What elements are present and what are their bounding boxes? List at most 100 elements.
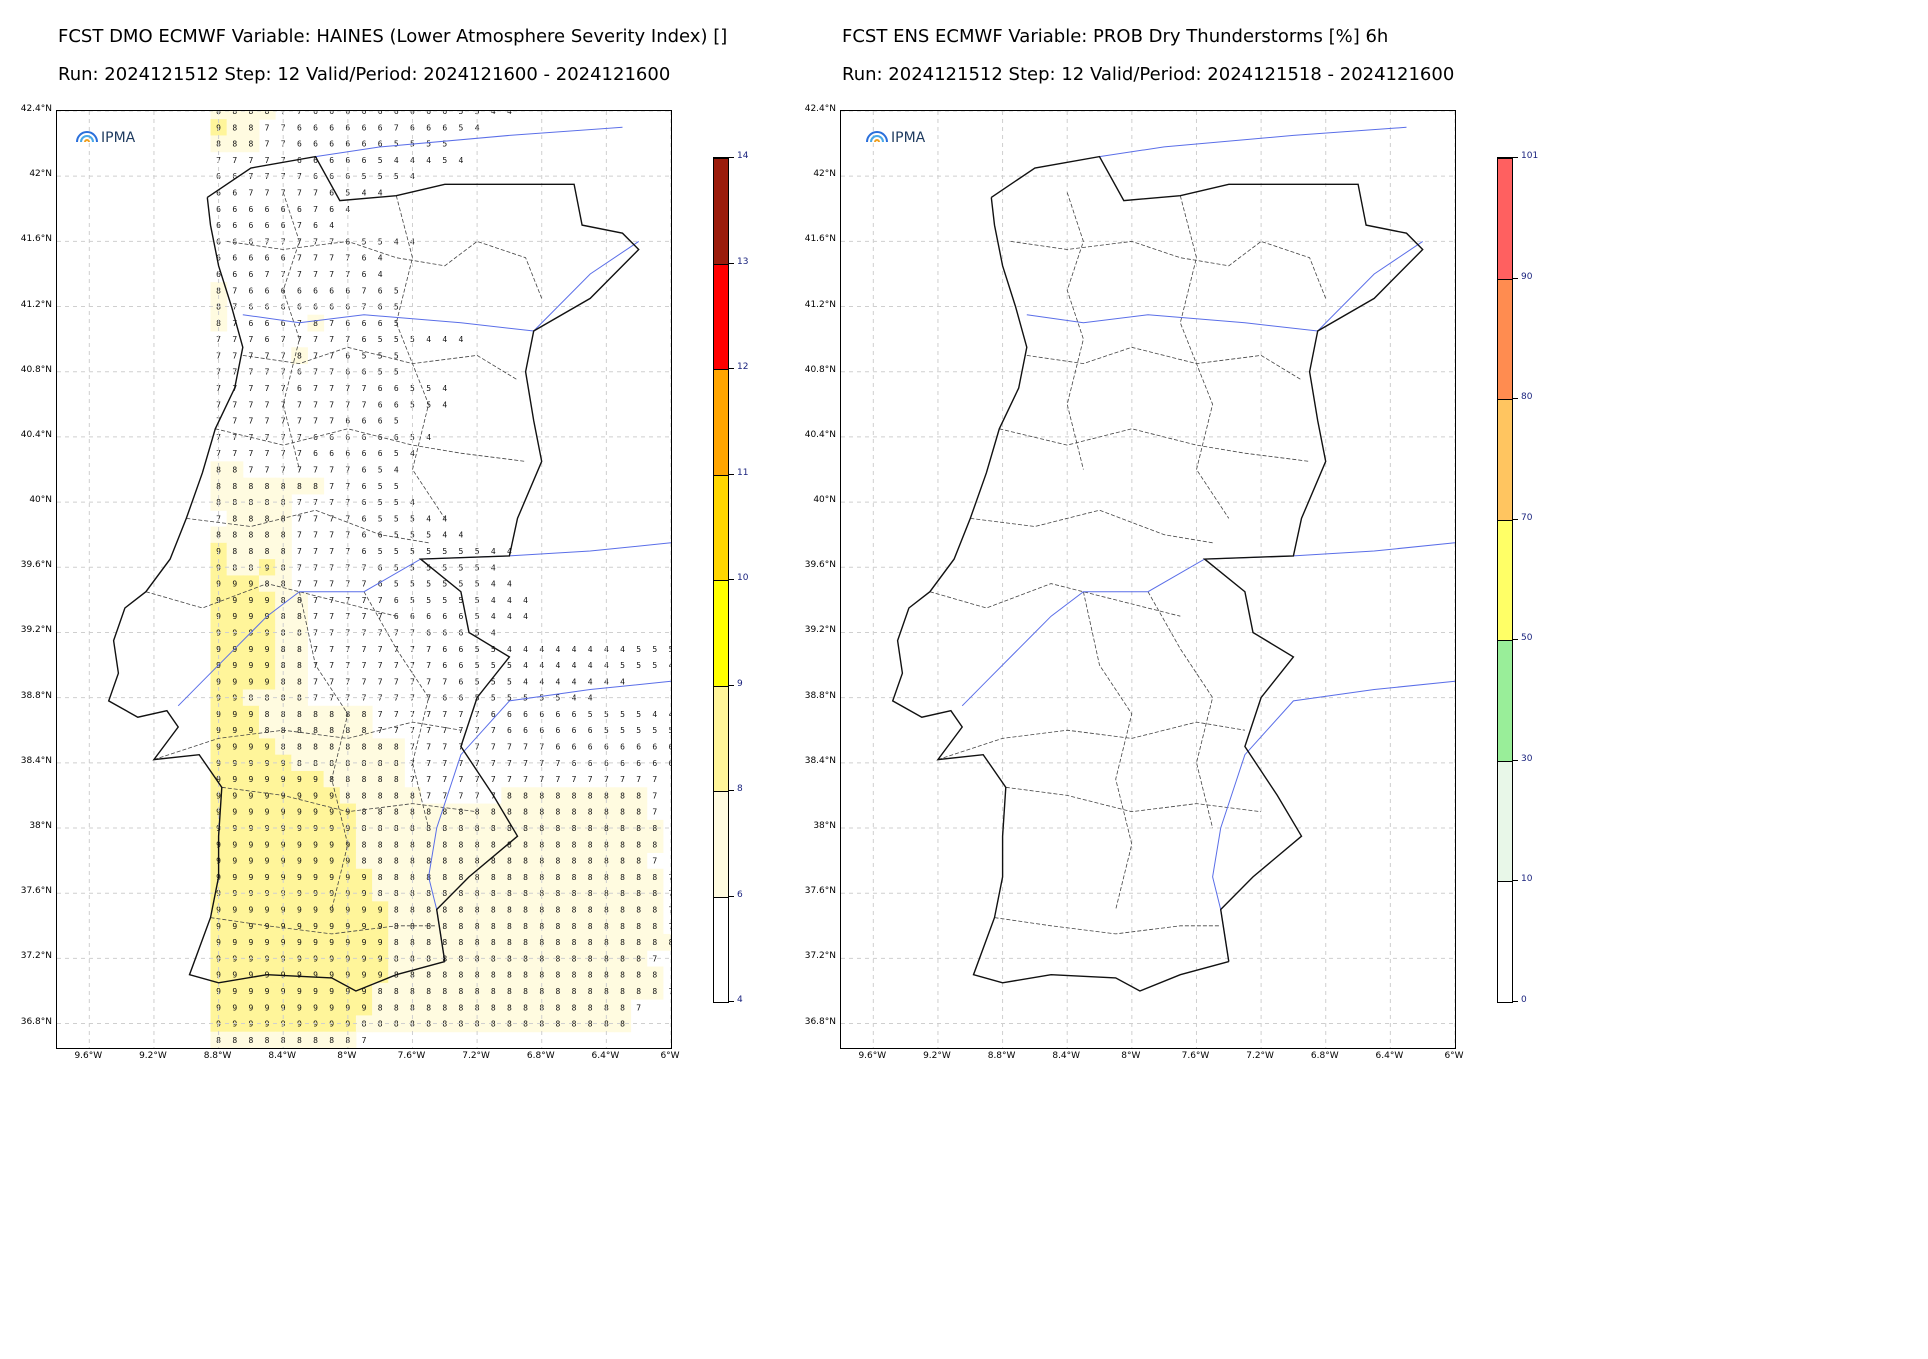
haines-cell bbox=[565, 787, 583, 805]
haines-value: 9 bbox=[362, 938, 367, 947]
haines-value: 7 bbox=[459, 791, 464, 800]
haines-cell bbox=[420, 803, 438, 821]
haines-value: 8 bbox=[459, 971, 464, 980]
river bbox=[1026, 240, 1423, 332]
haines-value: 7 bbox=[232, 319, 237, 328]
haines-cell bbox=[517, 836, 535, 853]
haines-value: 8 bbox=[232, 111, 237, 116]
haines-value: 6 bbox=[362, 466, 367, 475]
lon-tick-label: 8.8°W bbox=[203, 1051, 232, 1061]
haines-cell bbox=[436, 966, 454, 984]
haines-cell bbox=[420, 933, 438, 951]
haines-value: 7 bbox=[313, 612, 318, 621]
haines-value: 7 bbox=[248, 335, 253, 344]
haines-value: 7 bbox=[329, 254, 334, 263]
haines-value: 5 bbox=[507, 694, 512, 703]
haines-value: 5 bbox=[394, 172, 399, 181]
haines-cell bbox=[533, 885, 551, 902]
lat-tick-label: 40.4°N bbox=[20, 429, 52, 440]
haines-value: 5 bbox=[459, 111, 464, 116]
lon-tick-label: 8°W bbox=[337, 1051, 357, 1061]
haines-cell bbox=[210, 314, 228, 332]
haines-value: 8 bbox=[248, 111, 253, 116]
haines-cell bbox=[339, 770, 357, 788]
haines-value: 8 bbox=[572, 905, 577, 914]
haines-value: 9 bbox=[248, 743, 253, 752]
haines-cell bbox=[258, 510, 276, 528]
haines-cell bbox=[469, 917, 486, 935]
haines-value: 8 bbox=[620, 971, 625, 980]
lat-tick-label: 42°N bbox=[813, 169, 836, 180]
haines-value: 8 bbox=[523, 954, 528, 963]
haines-value: 7 bbox=[329, 677, 334, 686]
haines-value: 7 bbox=[539, 743, 544, 752]
haines-value: 8 bbox=[394, 905, 399, 914]
haines-value: 8 bbox=[523, 824, 528, 833]
haines-value: 7 bbox=[265, 156, 270, 165]
haines-cell bbox=[275, 836, 292, 853]
haines-value: 9 bbox=[378, 938, 383, 947]
haines-value: 8 bbox=[297, 1036, 302, 1045]
haines-value: 9 bbox=[345, 873, 350, 882]
haines-cell bbox=[565, 901, 583, 919]
haines-cell bbox=[517, 999, 535, 1016]
haines-cell bbox=[501, 1015, 518, 1033]
district-boundary bbox=[210, 917, 437, 935]
haines-value: 7 bbox=[507, 775, 512, 784]
haines-value: 9 bbox=[216, 808, 221, 817]
haines-value: 9 bbox=[232, 677, 237, 686]
haines-cell bbox=[598, 966, 615, 984]
haines-value: 8 bbox=[265, 111, 270, 116]
haines-value: 7 bbox=[232, 335, 237, 344]
district-boundary bbox=[1026, 346, 1302, 381]
haines-cell bbox=[565, 933, 583, 951]
haines-cell bbox=[242, 608, 260, 625]
haines-value: 5 bbox=[378, 514, 383, 523]
haines-value: 7 bbox=[426, 710, 431, 719]
haines-value: 8 bbox=[636, 954, 641, 963]
haines-cell bbox=[565, 803, 583, 821]
haines-value: 6 bbox=[394, 596, 399, 605]
lon-tick-label: 8.4°W bbox=[268, 1051, 297, 1061]
haines-value: 8 bbox=[491, 971, 496, 980]
haines-value: 7 bbox=[442, 743, 447, 752]
haines-cell bbox=[258, 591, 276, 609]
haines-value: 8 bbox=[652, 889, 657, 898]
lat-tick-label: 39.2°N bbox=[20, 625, 52, 636]
haines-value: 9 bbox=[232, 661, 237, 670]
haines-cell bbox=[307, 933, 325, 951]
haines-value: 6 bbox=[378, 140, 383, 149]
haines-value: 8 bbox=[652, 938, 657, 947]
haines-value: 8 bbox=[604, 938, 609, 947]
haines-cell bbox=[275, 933, 292, 951]
haines-cell bbox=[242, 591, 260, 609]
haines-cell bbox=[452, 1015, 470, 1033]
haines-value: 7 bbox=[248, 400, 253, 409]
haines-value: 7 bbox=[265, 188, 270, 197]
district-boundary bbox=[1179, 195, 1230, 519]
haines-cell bbox=[210, 803, 228, 821]
haines-cell bbox=[630, 966, 648, 984]
haines-value: 7 bbox=[669, 905, 671, 914]
haines-value: 8 bbox=[426, 938, 431, 947]
haines-value: 7 bbox=[248, 156, 253, 165]
haines-value: 6 bbox=[248, 319, 253, 328]
haines-cell bbox=[275, 477, 292, 495]
haines-value: 8 bbox=[491, 922, 496, 931]
haines-value: 7 bbox=[281, 335, 286, 344]
haines-cell bbox=[210, 917, 228, 935]
haines-value: 6 bbox=[378, 319, 383, 328]
haines-value: 4 bbox=[491, 596, 496, 605]
haines-value: 5 bbox=[652, 726, 657, 735]
haines-cell bbox=[323, 722, 341, 739]
lat-tick-label: 38.4°N bbox=[804, 755, 836, 766]
haines-value: 8 bbox=[394, 743, 399, 752]
haines-cell bbox=[372, 982, 389, 1000]
haines-value: 9 bbox=[329, 971, 334, 980]
haines-value: 8 bbox=[378, 840, 383, 849]
haines-value: 8 bbox=[442, 987, 447, 996]
haines-value: 8 bbox=[475, 808, 480, 817]
haines-value: 7 bbox=[329, 531, 334, 540]
haines-value: 7 bbox=[216, 351, 221, 360]
haines-cell bbox=[242, 119, 260, 136]
